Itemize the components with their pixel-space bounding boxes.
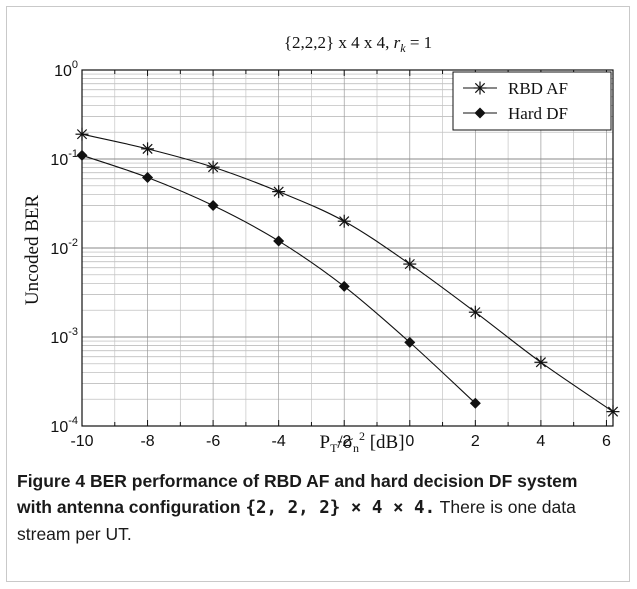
legend-marker-asterisk (473, 81, 487, 95)
ber-chart: {2,2,2} x 4 x 4, rk = 1 -10 -8 -6 -4 -2 0 2 4 6 … (22, 33, 620, 455)
legend-label: RBD AF (508, 79, 568, 98)
data-point-diamond (207, 200, 219, 212)
caption-config: {2, 2, 2} × 4 × 4. (245, 498, 436, 518)
data-point-asterisk (337, 214, 351, 228)
plot-border (81, 69, 614, 427)
data-point-diamond (404, 336, 416, 348)
legend-marker-diamond (474, 107, 486, 119)
legend-label: Hard DF (508, 104, 568, 123)
chart-title: {2,2,2} x 4 x 4, rk = 1 (284, 33, 432, 55)
series-markers (75, 127, 620, 419)
grid-minor (82, 70, 613, 426)
x-tick-label: 2 (471, 433, 480, 450)
data-point-diamond (338, 280, 350, 292)
x-tick-label: 6 (602, 433, 611, 450)
grid-major (82, 158, 613, 338)
y-tick-label: 10-2 (50, 237, 78, 258)
y-tick-label: 10-1 (50, 148, 78, 169)
data-point-diamond (142, 171, 154, 183)
data-point-asterisk (403, 257, 417, 271)
x-tick-label: -6 (206, 433, 220, 450)
data-point-asterisk (272, 185, 286, 199)
caption-figure-label: Figure 4 (17, 471, 86, 491)
x-tick-label: 0 (405, 433, 414, 450)
chart-title-k: k (400, 41, 406, 55)
x-tick-label: -2 (337, 433, 351, 450)
x-tick-label: -10 (70, 433, 93, 450)
x-tick-label: -8 (140, 433, 154, 450)
y-tick-label: 10-4 (50, 415, 78, 436)
caption-bold-text: BER performance of RBD AF and hard decis… (17, 471, 578, 517)
y-tick-labels: 100 10-1 10-2 10-3 10-4 (50, 59, 78, 436)
data-point-asterisk (141, 142, 155, 156)
y-axis-label: Uncoded BER (22, 195, 43, 306)
series-line-0 (81, 133, 614, 413)
caption-normal-text: There is one data stream per UT. (17, 497, 576, 544)
chart-title-eq: = 1 (406, 33, 433, 52)
data-point-asterisk (468, 305, 482, 319)
x-tick-label: 4 (536, 433, 545, 450)
x-axis-label: PT/σn2 [dB] (319, 429, 404, 455)
legend-box (452, 71, 612, 131)
series-lines (81, 133, 614, 413)
y-tick-label: 10-3 (50, 326, 78, 347)
x-tick-label: -4 (272, 433, 286, 450)
chart-title-r: r (394, 33, 401, 52)
chart-title-main: {2,2,2} x 4 x 4, (284, 33, 394, 52)
x-tick-labels: -10 -8 -6 -4 -2 0 2 4 6 (70, 433, 611, 450)
data-point-diamond (469, 397, 481, 409)
figure-caption: Figure 4 BER performance of RBD AF and h… (17, 468, 617, 547)
data-point-asterisk (206, 160, 220, 174)
chart-legend: RBD AF Hard DF (452, 71, 612, 131)
data-point-diamond (273, 235, 285, 247)
y-tick-label: 100 (54, 59, 78, 80)
data-point-asterisk (534, 355, 548, 369)
